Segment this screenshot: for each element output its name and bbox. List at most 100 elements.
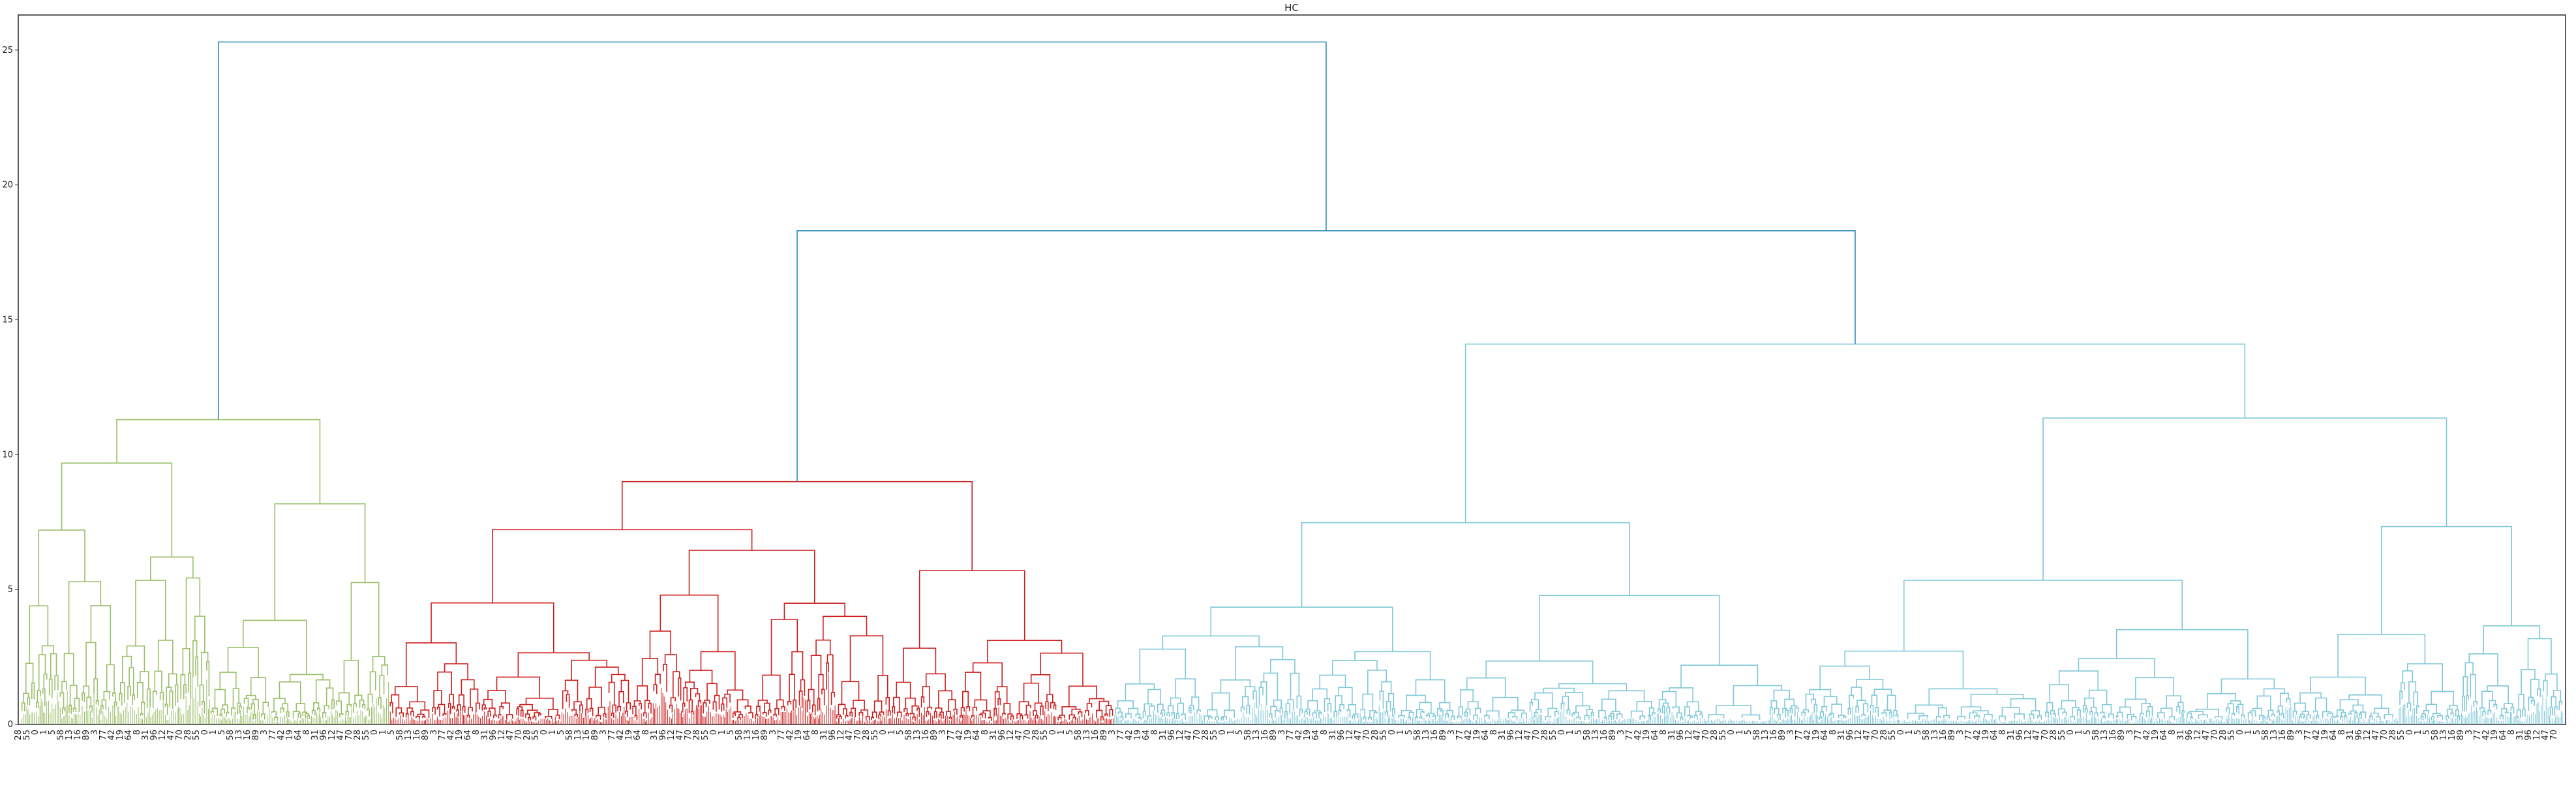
leaf-label: 77 bbox=[1455, 730, 1465, 741]
subtree-link bbox=[369, 671, 376, 694]
leaf-label: 0 bbox=[1218, 730, 1228, 735]
subtree-link bbox=[892, 706, 896, 714]
subtree-link bbox=[659, 594, 719, 652]
subtree-link bbox=[1367, 669, 1387, 694]
leaf-bundle bbox=[2382, 719, 2387, 724]
subtree-link bbox=[1611, 711, 1620, 715]
subtree-link bbox=[1843, 716, 1847, 719]
leaf-label: 0 bbox=[2235, 730, 2245, 735]
subtree-link bbox=[821, 689, 825, 705]
subtree-link bbox=[195, 656, 199, 687]
subtree-link bbox=[2479, 707, 2485, 712]
leaf-label: 64 bbox=[1142, 730, 1151, 741]
leaf-label: 89 bbox=[1608, 730, 1618, 741]
subtree-link bbox=[1040, 652, 1083, 687]
subtree-link bbox=[611, 712, 614, 718]
leaf-bundle bbox=[1675, 720, 1679, 724]
leaf-label: 58 bbox=[1074, 730, 1083, 741]
leaf-label: 70 bbox=[1023, 730, 1033, 741]
leaf-bundle bbox=[1456, 721, 1459, 724]
leaf-bundle bbox=[136, 707, 139, 724]
subtree-link bbox=[714, 694, 720, 710]
subtree-link bbox=[1030, 674, 1051, 694]
subtree-link bbox=[372, 655, 386, 672]
subtree-link bbox=[972, 662, 1003, 687]
leaf-label: 47 bbox=[845, 730, 855, 741]
leaf-bundle bbox=[2186, 718, 2189, 724]
leaf-bundle bbox=[1124, 720, 1128, 724]
subtree-link bbox=[1943, 715, 1950, 719]
leaf-bundle bbox=[2250, 717, 2254, 724]
leaf-label: 55 bbox=[1209, 730, 1219, 741]
leaf-label: 8 bbox=[132, 730, 142, 735]
subtree-link bbox=[2267, 709, 2274, 717]
leaf-bundle bbox=[1149, 717, 1153, 724]
subtree-link bbox=[1204, 715, 1211, 721]
subtree-link bbox=[574, 714, 578, 718]
subtree-link bbox=[2299, 713, 2305, 717]
leaf-bundle bbox=[2533, 712, 2536, 724]
subtree-link bbox=[588, 687, 602, 707]
leaf-bundle bbox=[1967, 719, 1972, 724]
leaf-label: 1 bbox=[887, 730, 897, 735]
leaf-bundle bbox=[732, 719, 735, 724]
subtree-link bbox=[1235, 646, 1284, 680]
subtree-link bbox=[617, 705, 621, 711]
leaf-label: 96 bbox=[828, 730, 838, 741]
subtree-link bbox=[787, 700, 792, 705]
leaf-label: 31 bbox=[2007, 730, 2016, 741]
subtree-link bbox=[2299, 692, 2322, 704]
subtree-link bbox=[41, 645, 54, 655]
leaf-bundle bbox=[1166, 718, 1168, 724]
leaf-label: 96 bbox=[1845, 730, 1855, 741]
leaf-label: 42 bbox=[616, 730, 626, 741]
leaf-bundle bbox=[2431, 720, 2433, 724]
subtree-link bbox=[169, 691, 174, 709]
subtree-link bbox=[2157, 712, 2165, 719]
subtree-link bbox=[2518, 694, 2524, 710]
leaf-bundle bbox=[1090, 713, 1093, 724]
leaf-label: 13 bbox=[234, 730, 244, 741]
subtree-link bbox=[2359, 711, 2367, 719]
leaf-bundle bbox=[783, 711, 786, 724]
subtree-link bbox=[114, 701, 117, 709]
leaf-bundle bbox=[2167, 719, 2173, 724]
subtree-link bbox=[2277, 710, 2281, 716]
subtree-link bbox=[262, 702, 269, 715]
subtree-link bbox=[1608, 715, 1613, 720]
leaf-bundle bbox=[789, 710, 792, 724]
subtree-link bbox=[1419, 702, 1432, 713]
leaf-bundle bbox=[2178, 717, 2181, 724]
subtree-link bbox=[470, 689, 479, 707]
leaf-bundle bbox=[1080, 719, 1083, 724]
subtree-link bbox=[1139, 648, 1187, 684]
leaf-bundle bbox=[2419, 721, 2422, 724]
leaf-label: 77 bbox=[438, 730, 447, 741]
subtree-link bbox=[618, 691, 624, 707]
subtree-link bbox=[1432, 715, 1436, 720]
subtree-link bbox=[2084, 708, 2088, 713]
subtree-link bbox=[1181, 713, 1186, 720]
subtree-link bbox=[1407, 716, 1411, 721]
leaf-bundle bbox=[412, 719, 415, 724]
subtree-link bbox=[978, 714, 983, 718]
leaf-bundle bbox=[1779, 722, 1781, 724]
leaf-bundle bbox=[2424, 721, 2427, 724]
leaf-label: 13 bbox=[1930, 730, 1940, 741]
subtree-link bbox=[129, 667, 134, 696]
leaf-label: 16 bbox=[243, 730, 252, 741]
subtree-link bbox=[545, 715, 553, 719]
subtree-link bbox=[202, 701, 205, 714]
leaf-label: 58 bbox=[1752, 730, 1762, 741]
subtree-link bbox=[1960, 706, 1982, 717]
subtree-link bbox=[838, 704, 846, 715]
subtree-link bbox=[476, 702, 481, 713]
subtree-link bbox=[2399, 691, 2403, 705]
subtree-link bbox=[62, 707, 65, 714]
subtree-link bbox=[150, 556, 194, 581]
leaf-bundle bbox=[2320, 719, 2326, 724]
leaf-bundle bbox=[2549, 715, 2552, 724]
leaf-bundle bbox=[1619, 719, 1625, 724]
subtree-link bbox=[2466, 695, 2469, 711]
